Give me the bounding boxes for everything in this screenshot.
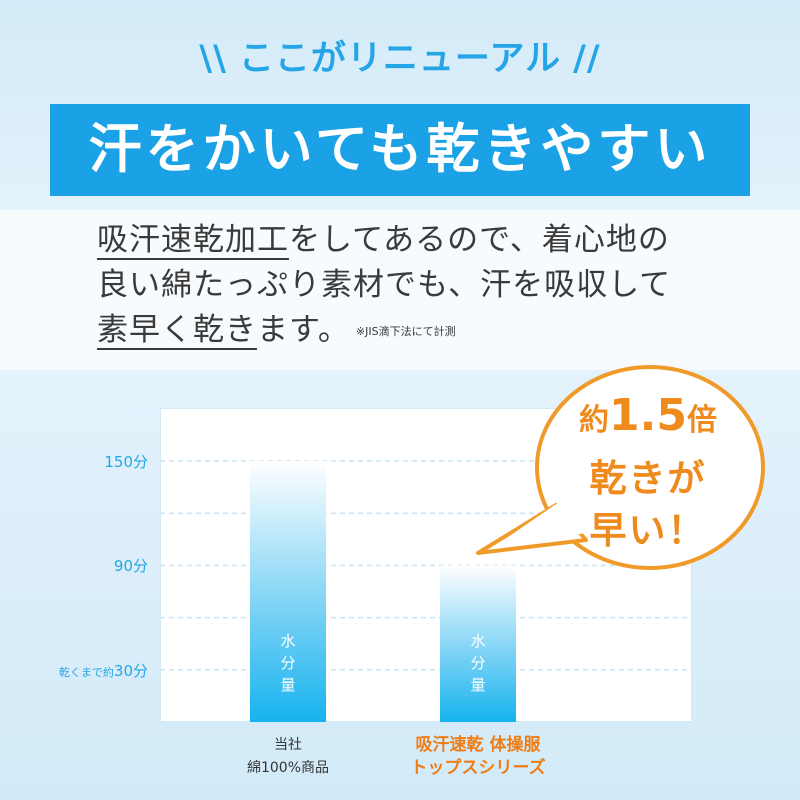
description-line2: 良い綿たっぷり素材でも、汗を吸収して — [97, 267, 672, 303]
ytick-label-150: 150分 — [104, 453, 148, 471]
description-text: 吸汗速乾加工をしてあるので、着心地の 良い綿たっぷり素材でも、汗を吸収して 素早… — [97, 218, 757, 354]
callout-suffix: 倍 — [686, 403, 717, 438]
bar-inner-label-0: 水分量 — [280, 632, 296, 694]
category-label-0: 当社 綿100%商品 — [246, 737, 330, 776]
bar-1 — [440, 565, 516, 722]
slash-right: // — [573, 39, 601, 79]
description-underline-1: 吸汗速乾加工 — [97, 222, 289, 260]
description-line1-rest: をしてあるので、着心地の — [289, 222, 670, 258]
ytick-prefix: 乾くまで約 — [58, 665, 114, 679]
ytick-label-90: 90分 — [113, 557, 148, 576]
slash-left: \\ — [199, 39, 227, 79]
callout-line-2: 乾きが — [589, 457, 707, 500]
callout-line-1: 約1.5倍 — [548, 390, 748, 441]
category-label-1: 吸汗速乾 体操服 トップスシリーズ — [410, 735, 546, 778]
bar-inner-label-1: 水分量 — [470, 632, 486, 694]
description-line3-rest: ます。 — [257, 312, 350, 348]
ytick-label-30: 乾くまで約30分 — [58, 661, 148, 680]
description-band — [0, 210, 800, 370]
renewal-banner: \\ ここがリニューアル // — [0, 30, 800, 81]
callout-line-3: 早い！ — [589, 509, 707, 552]
measurement-note: ※JIS滴下法にて計測 — [355, 325, 456, 338]
bar-0 — [250, 461, 326, 722]
callout-value: 1.5 — [609, 390, 687, 441]
callout-prefix: 約 — [579, 403, 610, 438]
renewal-label: ここがリニューアル — [238, 39, 562, 79]
headline: 汗をかいても乾きやすい — [50, 104, 750, 196]
description-underline-2: 素早く乾き — [97, 312, 257, 350]
chart-bars — [250, 461, 516, 722]
